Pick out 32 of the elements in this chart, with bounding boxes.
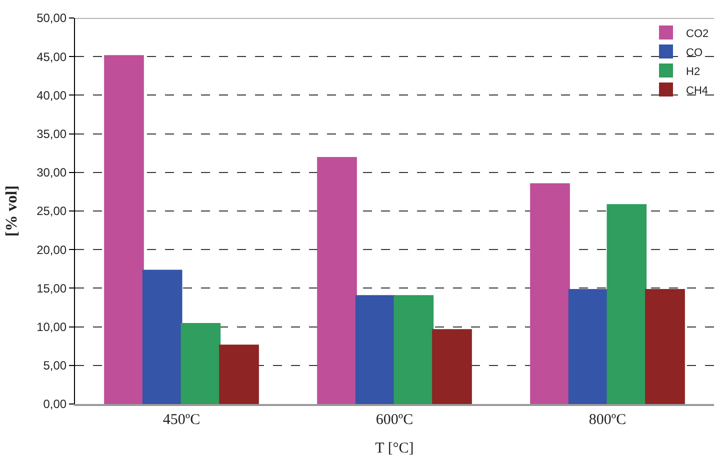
y-tick-label: 10,00: [36, 320, 67, 334]
bar: [645, 288, 685, 404]
legend-label: CO: [686, 46, 703, 59]
y-tick-label: 0,00: [43, 397, 67, 412]
bar: [180, 322, 221, 404]
legend-label: CH4: [686, 84, 708, 97]
y-tick-label: 5,00: [43, 358, 67, 373]
x-axis-title: T [°C]: [375, 440, 414, 456]
y-tick-label: 45,00: [36, 50, 67, 64]
legend-label: CO2: [686, 28, 709, 40]
legend-label: H2: [686, 66, 700, 78]
bar: [355, 295, 396, 404]
y-axis-title: [% vol]: [3, 185, 20, 237]
x-tick-label: 800ºC: [588, 412, 626, 428]
bar: [317, 156, 357, 404]
bar: [568, 288, 608, 404]
bar: [142, 270, 182, 404]
bar: [219, 344, 259, 404]
y-tick-label: 30,00: [36, 166, 67, 180]
y-tick-label: 35,00: [36, 127, 67, 141]
bar: [394, 295, 434, 404]
y-tick-label: 15,00: [36, 281, 67, 296]
y-tick-label: 25,00: [36, 204, 67, 218]
x-tick-label: 450ºC: [162, 412, 200, 428]
x-tick-label: 600ºC: [376, 412, 414, 428]
bar: [530, 183, 570, 404]
y-tick-label: 20,00: [36, 242, 67, 257]
bar: [432, 329, 472, 404]
y-tick-label: 50,00: [36, 11, 67, 26]
bar: [606, 204, 647, 404]
bar: [104, 55, 144, 404]
y-tick-label: 40,00: [36, 88, 67, 102]
